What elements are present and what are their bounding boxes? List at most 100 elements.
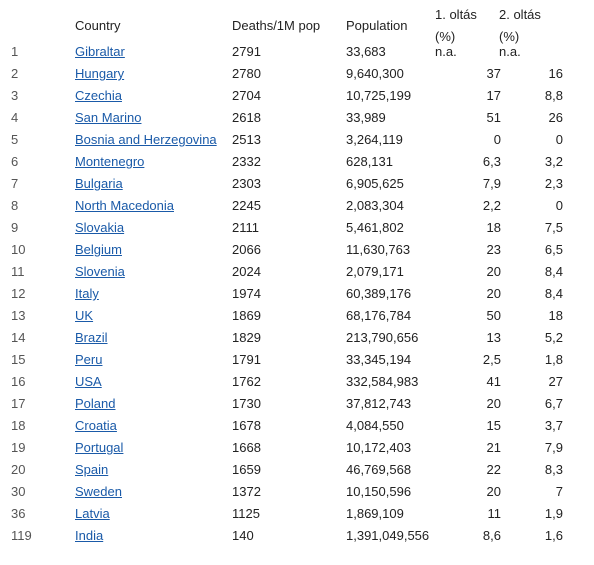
second-dose-cell: 7,5 <box>544 220 563 235</box>
second-dose-cell: 8,4 <box>544 264 563 279</box>
country-link[interactable]: Slovenia <box>75 264 125 279</box>
deaths-per-million-cell: 2024 <box>232 264 261 279</box>
population-cell: 2,083,304 <box>346 198 404 213</box>
country-cell: Slovenia <box>75 261 125 283</box>
second-dose-cell: 8,3 <box>544 462 563 477</box>
first-dose-cell: 50 <box>486 308 501 323</box>
second-dose-cell: 1,6 <box>544 528 563 543</box>
second-dose-cell: 8,4 <box>544 286 563 301</box>
country-link[interactable]: Bosnia and Herzegovina <box>75 132 217 147</box>
rank-cell: 2 <box>11 66 19 81</box>
table-row: 12 Italy 1974 60,389,176 20 8,4 <box>0 283 594 305</box>
population-cell: 68,176,784 <box>346 308 412 323</box>
population-cell: 33,345,194 <box>346 352 412 367</box>
first-dose-cell: 22 <box>486 462 501 477</box>
population-cell: 628,131 <box>346 154 393 169</box>
country-cell: Croatia <box>75 415 117 437</box>
table-row: 8 North Macedonia 2245 2,083,304 2,2 0 <box>0 195 594 217</box>
first-dose-cell: 18 <box>486 220 501 235</box>
country-link[interactable]: Italy <box>75 286 99 301</box>
country-cell: Latvia <box>75 503 110 525</box>
table-row: 1 Gibraltar 2791 33,683 n.a. n.a. <box>0 41 594 63</box>
table-row: 5 Bosnia and Herzegovina 2513 3,264,119 0 0 <box>0 129 594 151</box>
second-dose-cell: 8,8 <box>544 88 563 103</box>
country-link[interactable]: San Marino <box>75 110 142 125</box>
country-cell: North Macedonia <box>75 195 174 217</box>
table-row: 18 Croatia 1678 4,084,550 15 3,7 <box>0 415 594 437</box>
rank-cell: 20 <box>11 462 26 477</box>
country-link[interactable]: USA <box>75 374 102 389</box>
country-link[interactable]: Brazil <box>75 330 108 345</box>
table-row: 19 Portugal 1668 10,172,403 21 7,9 <box>0 437 594 459</box>
rank-cell: 17 <box>11 396 26 411</box>
rank-cell: 119 <box>11 528 32 543</box>
header-first-dose: 1. oltás (%) <box>435 4 477 48</box>
country-cell: San Marino <box>75 107 141 129</box>
country-cell: Gibraltar <box>75 41 125 63</box>
country-link[interactable]: UK <box>75 308 94 323</box>
first-dose-cell: 15 <box>486 418 501 433</box>
second-dose-cell: 18 <box>548 308 563 323</box>
country-link[interactable]: Spain <box>75 462 109 477</box>
country-link[interactable]: Portugal <box>75 440 124 455</box>
first-dose-cell: 41 <box>486 374 501 389</box>
first-dose-cell: 37 <box>486 66 501 81</box>
table-row: 4 San Marino 2618 33,989 51 26 <box>0 107 594 129</box>
country-link[interactable]: India <box>75 528 104 543</box>
country-cell: Bulgaria <box>75 173 123 195</box>
population-cell: 37,812,743 <box>346 396 412 411</box>
country-cell: Brazil <box>75 327 108 349</box>
rank-cell: 8 <box>11 198 19 213</box>
population-cell: 213,790,656 <box>346 330 419 345</box>
country-link[interactable]: Croatia <box>75 418 117 433</box>
second-dose-cell: 3,7 <box>544 418 563 433</box>
country-cell: Czechia <box>75 85 122 107</box>
table-row: 11 Slovenia 2024 2,079,171 20 8,4 <box>0 261 594 283</box>
second-dose-cell: 1,9 <box>544 506 563 521</box>
rank-cell: 18 <box>11 418 26 433</box>
first-dose-cell: 8,6 <box>482 528 501 543</box>
table-row: 10 Belgium 2066 11,630,763 23 6,5 <box>0 239 594 261</box>
table-row: 3 Czechia 2704 10,725,199 17 8,8 <box>0 85 594 107</box>
country-link[interactable]: Peru <box>75 352 103 367</box>
country-link[interactable]: Bulgaria <box>75 176 123 191</box>
deaths-per-million-cell: 2791 <box>232 44 261 59</box>
country-link[interactable]: Sweden <box>75 484 122 499</box>
country-link[interactable]: North Macedonia <box>75 198 174 213</box>
first-dose-cell: 17 <box>486 88 501 103</box>
country-link[interactable]: Gibraltar <box>75 44 125 59</box>
country-cell: Poland <box>75 393 115 415</box>
population-cell: 11,630,763 <box>346 242 411 257</box>
country-link[interactable]: Czechia <box>75 88 122 103</box>
country-link[interactable]: Hungary <box>75 66 125 81</box>
deaths-per-million-cell: 2245 <box>232 198 261 213</box>
country-cell: Spain <box>75 459 108 481</box>
country-link[interactable]: Slovakia <box>75 220 125 235</box>
deaths-per-million-cell: 1125 <box>232 506 260 521</box>
country-cell: Hungary <box>75 63 124 85</box>
deaths-per-million-cell: 1791 <box>232 352 261 367</box>
rank-cell: 3 <box>11 88 19 103</box>
table-row: 6 Montenegro 2332 628,131 6,3 3,2 <box>0 151 594 173</box>
table-row: 14 Brazil 1829 213,790,656 13 5,2 <box>0 327 594 349</box>
first-dose-cell: 23 <box>486 242 501 257</box>
rank-cell: 13 <box>11 308 26 323</box>
deaths-per-million-cell: 2111 <box>232 220 259 235</box>
second-dose-cell: 3,2 <box>544 154 563 169</box>
country-cell: UK <box>75 305 93 327</box>
country-link[interactable]: Belgium <box>75 242 122 257</box>
rank-cell: 5 <box>11 132 19 147</box>
first-dose-cell: 7,9 <box>482 176 501 191</box>
second-dose-cell: 7,9 <box>544 440 563 455</box>
country-cell: Montenegro <box>75 151 144 173</box>
deaths-per-million-cell: 2303 <box>232 176 261 191</box>
deaths-per-million-cell: 1869 <box>232 308 261 323</box>
rank-cell: 16 <box>11 374 26 389</box>
country-link[interactable]: Montenegro <box>75 154 145 169</box>
table-row: 15 Peru 1791 33,345,194 2,5 1,8 <box>0 349 594 371</box>
country-link[interactable]: Latvia <box>75 506 110 521</box>
rank-cell: 11 <box>11 264 25 279</box>
first-dose-cell: 20 <box>486 396 501 411</box>
country-link[interactable]: Poland <box>75 396 116 411</box>
